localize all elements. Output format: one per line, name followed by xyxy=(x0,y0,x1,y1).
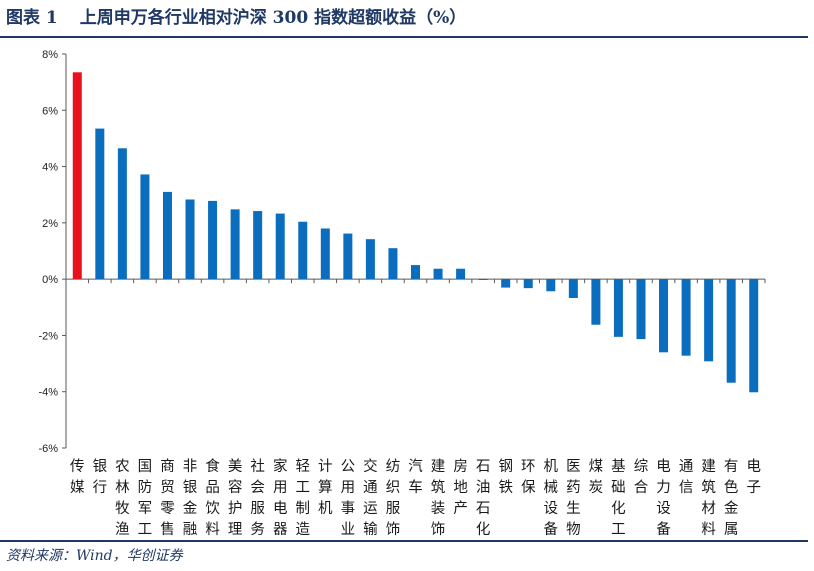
category-label: 银行 xyxy=(93,458,108,496)
y-tick-label: 4% xyxy=(42,162,58,174)
y-tick-label: -2% xyxy=(38,330,58,342)
bar xyxy=(613,279,623,337)
bar xyxy=(456,268,466,280)
bar xyxy=(72,72,82,280)
bar xyxy=(253,211,263,280)
y-tick-label: 0% xyxy=(42,274,58,286)
category-label: 公用事业 xyxy=(341,459,356,538)
category-label: 通信 xyxy=(679,458,694,496)
chart-title: 图表 1 上周申万各行业相对沪深 300 指数超额收益（%） xyxy=(6,4,466,32)
category-label: 商贸零售 xyxy=(160,458,175,538)
y-tick-label: 8% xyxy=(42,49,58,61)
category-label: 计算机 xyxy=(318,458,333,517)
y-tick-label: 2% xyxy=(42,218,58,230)
bar xyxy=(343,233,353,280)
bar xyxy=(320,228,330,280)
bar xyxy=(230,209,240,280)
top-rule xyxy=(0,36,808,38)
bar xyxy=(208,200,218,280)
category-label: 传媒 xyxy=(70,458,85,496)
category-label: 房地产 xyxy=(453,458,468,517)
bar xyxy=(659,279,669,353)
bar xyxy=(681,279,691,356)
category-label: 钢铁 xyxy=(498,458,513,496)
source-note: 资料来源：Wind，华创证券 xyxy=(6,548,183,564)
category-label: 家用电器 xyxy=(273,458,288,538)
bar xyxy=(388,248,398,280)
bar xyxy=(523,279,533,289)
figure-title: 上周申万各行业相对沪深 300 指数超额收益（%） xyxy=(79,8,467,28)
category-label: 轻工制造 xyxy=(296,458,311,538)
category-label: 医药生物 xyxy=(566,459,581,538)
category-label: 纺织服饰 xyxy=(386,458,401,538)
bar xyxy=(365,239,375,280)
bar-chart: -6% -4% -2% 0% 2% 4% 6% 8% 传媒银行农林牧渔国防军工商贸零售非银金融… xyxy=(38,49,766,538)
bar xyxy=(704,279,714,362)
category-label: 有色金属 xyxy=(724,458,739,538)
bar xyxy=(411,265,420,280)
figure-number: 图表 1 xyxy=(6,8,58,28)
category-label: 煤炭 xyxy=(589,458,604,496)
bars-layer xyxy=(72,72,759,393)
category-label: 石油石化 xyxy=(476,459,491,538)
y-tick-label: -6% xyxy=(38,443,58,455)
bar xyxy=(140,174,150,280)
category-label: 交通运输 xyxy=(363,457,378,538)
bottom-rule xyxy=(0,540,808,542)
category-label: 机械设备 xyxy=(544,458,559,538)
category-label: 社会服务 xyxy=(250,458,265,538)
bar xyxy=(501,279,511,288)
category-label: 电力设备 xyxy=(656,458,671,538)
category-label: 国防军工 xyxy=(138,459,153,538)
bar xyxy=(636,279,646,340)
category-label: 食品饮料 xyxy=(205,458,220,538)
category-label: 环保 xyxy=(521,459,536,496)
bar xyxy=(275,213,285,280)
category-label: 建筑装饰 xyxy=(431,458,446,538)
bar xyxy=(591,279,601,325)
category-labels: 传媒银行农林牧渔国防军工商贸零售非银金融食品饮料美容护理社会服务家用电器轻工制造… xyxy=(70,457,761,538)
bar xyxy=(749,279,759,393)
bar xyxy=(568,279,578,298)
category-label: 综合 xyxy=(634,458,649,496)
bar xyxy=(433,268,443,280)
bar xyxy=(162,191,172,280)
bar xyxy=(117,148,127,280)
y-tick-label: -4% xyxy=(38,387,58,399)
category-label: 汽车 xyxy=(408,458,423,496)
bar xyxy=(546,279,556,292)
category-label: 电子 xyxy=(746,458,761,496)
category-label: 基础化工 xyxy=(611,458,626,538)
bar xyxy=(95,128,105,280)
category-label: 美容护理 xyxy=(228,458,243,538)
bar xyxy=(298,221,308,280)
category-label: 农林牧渔 xyxy=(115,458,130,538)
y-tick-label: 6% xyxy=(42,105,58,117)
category-label: 建筑材料 xyxy=(701,458,716,538)
bar xyxy=(478,279,488,280)
category-label: 非银金融 xyxy=(183,458,198,538)
bar xyxy=(185,199,195,280)
bar xyxy=(726,279,736,383)
